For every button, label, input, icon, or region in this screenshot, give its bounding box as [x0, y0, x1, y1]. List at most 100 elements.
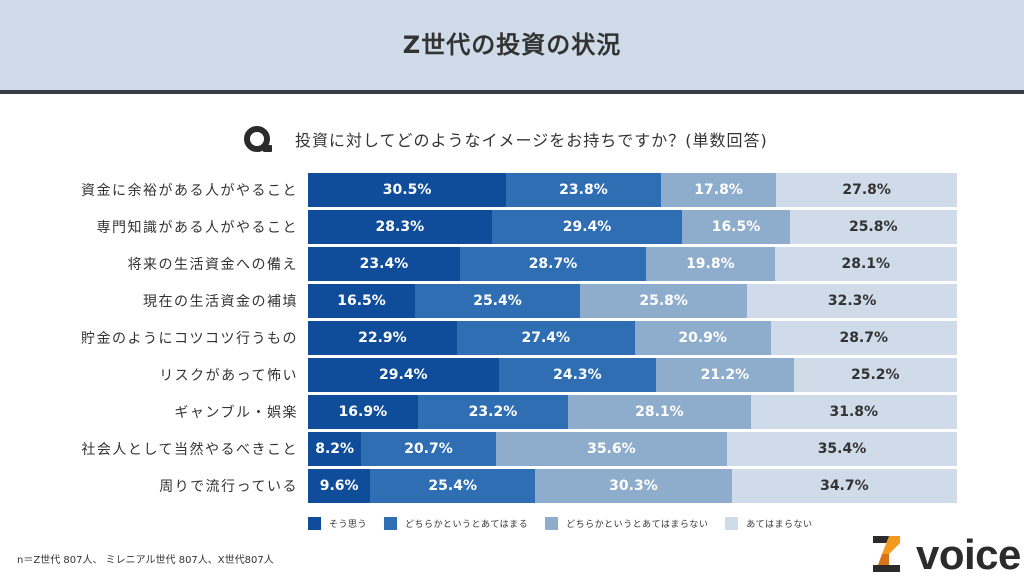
data-label: 20.9% — [678, 330, 727, 346]
bar-segment: 25.4% — [370, 469, 536, 503]
bar-segment: 27.4% — [456, 321, 635, 355]
data-label: 23.8% — [559, 182, 608, 198]
category-label: 社会人として当然やるべきこと — [81, 442, 298, 458]
data-label: 16.5% — [337, 293, 386, 309]
bar-segment: 35.6% — [495, 432, 727, 466]
bar-row: 22.9% 27.4% 20.9% 28.7% — [308, 321, 957, 355]
data-label: 29.4% — [562, 219, 612, 235]
stacked-bar-chart: 30.5% 23.8% 17.8% 27.8% 28.3% 29.4% 16.5% 25.8%… — [308, 173, 957, 504]
legend-label: そう思う — [329, 519, 368, 530]
data-label: 30.5% — [382, 182, 432, 198]
bar-segment: 28.7% — [770, 321, 957, 355]
legend-item: そう思う — [308, 516, 368, 530]
bar-segment: 20.7% — [361, 432, 496, 466]
bar-segment: 25.2% — [793, 358, 957, 392]
data-label: 32.3% — [827, 293, 877, 309]
bar-segment: 22.9% — [308, 321, 457, 355]
bar-segment: 16.9% — [308, 395, 418, 429]
bar-segment: 23.4% — [308, 247, 460, 281]
header-banner: Z世代の投資の状況 — [0, 0, 1024, 90]
bar-row: 29.4% 24.3% 21.2% 25.2% — [308, 358, 957, 392]
bar-segment: 27.8% — [776, 173, 957, 207]
bar-segment: 20.9% — [634, 321, 771, 355]
data-label: 25.4% — [428, 478, 477, 494]
data-label: 25.8% — [848, 219, 898, 235]
category-label: 将来の生活資金への備え — [127, 257, 298, 273]
bar-segment: 19.8% — [646, 247, 775, 281]
bar-segment: 34.7% — [731, 469, 957, 503]
header-divider — [0, 90, 1024, 94]
data-label: 28.7% — [839, 330, 889, 346]
logo-wordmark: voice — [916, 531, 1021, 576]
data-label: 28.1% — [841, 256, 891, 272]
bar-segment: 23.2% — [417, 395, 569, 429]
data-label: 30.3% — [609, 478, 658, 494]
bar-segment: 16.5% — [308, 284, 416, 318]
legend-swatch — [384, 516, 398, 530]
legend-label: どちらかというとあてはまらない — [566, 519, 709, 530]
data-label: 34.7% — [820, 478, 869, 494]
bar-segment: 28.1% — [774, 247, 957, 281]
bar-segment: 8.2% — [308, 432, 362, 466]
data-label: 9.6% — [319, 478, 359, 494]
z-logo-icon — [870, 534, 910, 574]
bar-segment: 30.5% — [308, 173, 507, 207]
data-label: 16.5% — [711, 219, 761, 235]
data-label: 22.9% — [358, 330, 407, 346]
data-label: 27.8% — [842, 182, 891, 198]
legend-item: どちらかというとあてはまる — [384, 516, 529, 530]
legend-label: どちらかというとあてはまる — [405, 519, 529, 530]
bar-segment: 28.1% — [568, 395, 751, 429]
legend-swatch — [725, 516, 739, 530]
category-label: 周りで流行っている — [159, 479, 298, 495]
bar-row: 16.9% 23.2% 28.1% 31.8% — [308, 395, 957, 429]
sample-size-footnote: n＝Z世代 807人、 ミレニアル世代 807人、X世代807人 — [17, 555, 274, 566]
bar-row: 9.6% 25.4% 30.3% 34.7% — [308, 469, 957, 503]
category-label: 現在の生活資金の補填 — [143, 294, 298, 310]
legend-item: あてはまらない — [725, 516, 813, 530]
data-label: 19.8% — [686, 256, 735, 272]
bar-row: 30.5% 23.8% 17.8% 27.8% — [308, 173, 957, 207]
data-label: 21.2% — [700, 367, 750, 383]
page-title: Z世代の投資の状況 — [402, 31, 622, 59]
data-label: 8.2% — [315, 441, 355, 457]
bar-segment: 31.8% — [750, 395, 957, 429]
category-label: 貯金のようにコツコツ行うもの — [81, 331, 298, 347]
bar-row: 8.2% 20.7% 35.6% 35.4% — [308, 432, 957, 466]
bar-segment: 29.4% — [491, 210, 683, 244]
bar-segment: 32.3% — [747, 284, 957, 318]
bar-segment: 29.4% — [308, 358, 499, 392]
data-label: 35.4% — [817, 441, 867, 457]
bar-segment: 16.5% — [682, 210, 790, 244]
data-label: 28.1% — [635, 404, 684, 420]
data-label: 31.8% — [829, 404, 879, 420]
category-label: 専門知識がある人がやること — [96, 220, 298, 236]
data-label: 28.7% — [528, 256, 578, 272]
bar-row: 16.5% 25.4% 25.8% 32.3% — [308, 284, 957, 318]
category-label: ギャンブル・娯楽 — [174, 405, 298, 421]
q-letter-icon — [243, 124, 273, 154]
bar-segment: 25.8% — [579, 284, 748, 318]
data-label: 24.3% — [553, 367, 602, 383]
chart-legend: そう思う どちらかというとあてはまる どちらかというとあてはまらない あてはまらない — [308, 515, 829, 531]
legend-label: あてはまらない — [746, 519, 813, 530]
data-label: 35.6% — [587, 441, 636, 457]
data-label: 17.8% — [694, 182, 743, 198]
legend-swatch — [545, 516, 559, 530]
bar-segment: 23.8% — [506, 173, 661, 207]
data-label: 28.3% — [375, 219, 425, 235]
data-label: 29.4% — [379, 367, 428, 383]
bar-segment: 28.3% — [308, 210, 492, 244]
bar-segment: 25.8% — [789, 210, 957, 244]
bar-segment: 25.4% — [415, 284, 580, 318]
data-label: 25.8% — [639, 293, 688, 309]
data-label: 16.9% — [338, 404, 388, 420]
bar-segment: 28.7% — [459, 247, 647, 281]
question-line: 投資に対してどのようなイメージをお持ちですか？(単数回答) — [243, 124, 768, 154]
legend-swatch — [308, 516, 321, 530]
bar-row: 28.3% 29.4% 16.5% 25.8% — [308, 210, 957, 244]
data-label: 23.2% — [468, 404, 518, 420]
bar-segment: 9.6% — [308, 469, 371, 503]
data-label: 25.4% — [473, 293, 522, 309]
bar-segment: 17.8% — [660, 173, 777, 207]
